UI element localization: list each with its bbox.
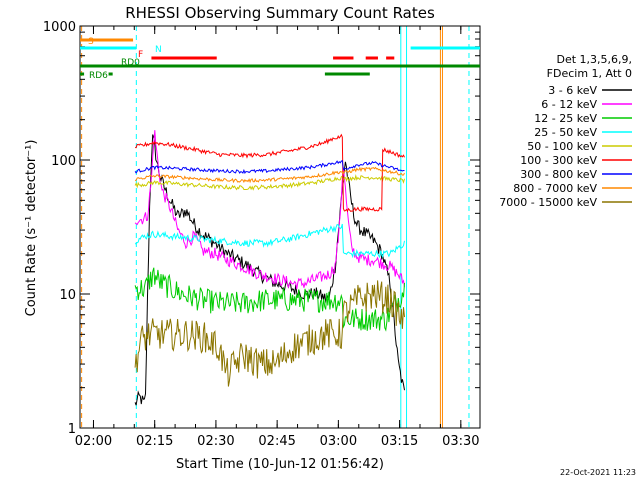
legend-label-12-25-kev: 12 - 25 keV	[534, 112, 597, 125]
flag-bar-label-f: F	[138, 50, 143, 60]
x-tick-label-03-00: 03:00	[320, 434, 357, 449]
legend-label-300-800-kev: 300 - 800 keV	[520, 168, 597, 181]
series-line-12-25-kev	[134, 267, 405, 332]
x-tick-label-02-15: 02:15	[136, 434, 173, 449]
legend-label-800-7000-kev: 800 - 7000 keV	[513, 182, 597, 195]
series-line-100-300-kev	[135, 133, 405, 213]
legend-header-line-2: FDecim 1, Att 0	[547, 67, 632, 80]
flag-bar-label-rd6: RD6	[89, 71, 108, 81]
y-tick-label-1: 1	[68, 422, 76, 437]
legend-label-100-300-kev: 100 - 300 keV	[520, 154, 597, 167]
x-tick-label-02-30: 02:30	[197, 434, 234, 449]
x-tick-label-02-00: 02:00	[75, 434, 112, 449]
plot-frame	[79, 25, 481, 429]
series-line-25-50-kev	[134, 223, 405, 259]
y-axis-label: Count Rate (s⁻¹ detector⁻¹)	[24, 140, 39, 317]
series-line-800-7000-kev	[134, 166, 405, 184]
timestamp: 22-Oct-2021 11:23	[560, 468, 636, 477]
series-line-50-100-kev	[134, 174, 405, 191]
flag-bar-label-n: N	[155, 45, 162, 55]
flag-bar-label-rd0: RD0	[121, 58, 140, 68]
legend-header-line-1: Det 1,3,5,6,9,	[556, 53, 632, 66]
x-tick-label-03-15: 03:15	[381, 434, 418, 449]
legend-label-3-6-kev: 3 - 6 keV	[548, 84, 597, 97]
legend-label-50-100-kev: 50 - 100 keV	[527, 140, 597, 153]
series-line-300-800-kev	[134, 159, 405, 175]
legend: Det 1,3,5,6,9, FDecim 1, Att 0 3 - 6 keV…	[499, 53, 632, 209]
plot-area	[81, 26, 470, 428]
series-line-7000-15000-kev	[134, 280, 405, 387]
x-axis-label: Start Time (10-Jun-12 01:56:42)	[176, 457, 384, 472]
y-tick-label-10: 10	[59, 288, 76, 303]
series-line-3-6-kev	[134, 134, 405, 406]
flag-bar-label-s: S	[88, 37, 94, 47]
chart-title: RHESSI Observing Summary Count Rates	[125, 4, 435, 22]
legend-label-7000-15000-kev: 7000 - 15000 keV	[499, 196, 597, 209]
legend-label-25-50-kev: 25 - 50 keV	[534, 126, 597, 139]
y-tick-label-1000: 1000	[43, 20, 76, 35]
x-tick-label-03-30: 03:30	[442, 434, 479, 449]
legend-label-6-12-kev: 6 - 12 keV	[541, 98, 597, 111]
y-tick-label-100: 100	[51, 154, 76, 169]
axes: 02:00 02:15 02:30 02:45 03:00 03:15 03:30 1 10 10…	[43, 20, 480, 449]
x-tick-label-02-45: 02:45	[258, 434, 295, 449]
